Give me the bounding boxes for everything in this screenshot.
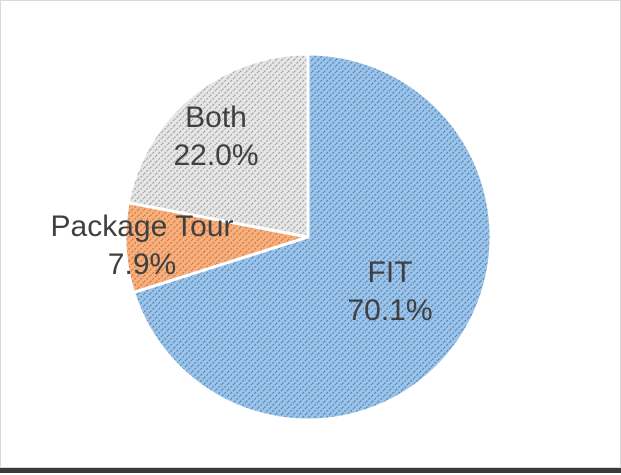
slice-name-label: Package Tour [51, 210, 234, 243]
pie-slice-fit [132, 52, 493, 422]
pie-slice-both [126, 52, 310, 239]
slice-name-label: FIT [368, 256, 413, 289]
slice-value-label: 70.1% [347, 294, 432, 327]
slice-value-label: 22.0% [173, 139, 258, 172]
pie-slices [123, 52, 493, 422]
pie-slice-package-tour [123, 201, 310, 294]
slice-name-label: Both [185, 101, 247, 134]
pie-labels: FIT 70.1% Package Tour 7.9% Both 22.0% [51, 101, 433, 327]
slice-value-label: 7.9% [108, 248, 176, 281]
bottom-rule [0, 468, 621, 473]
